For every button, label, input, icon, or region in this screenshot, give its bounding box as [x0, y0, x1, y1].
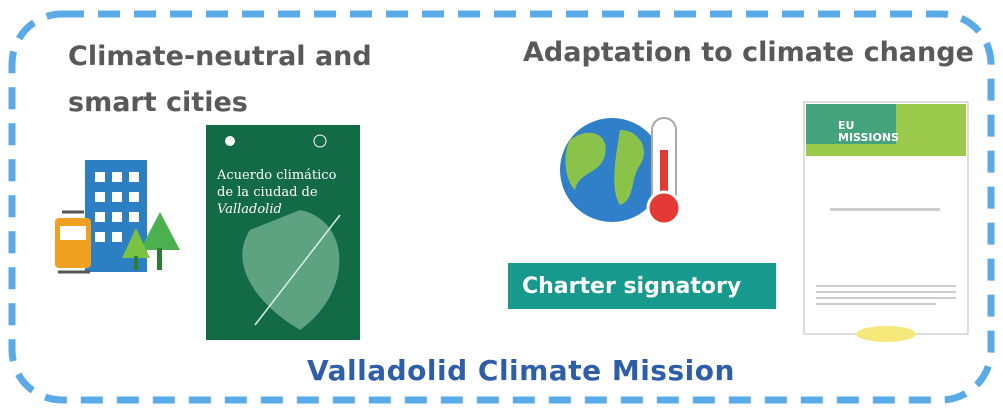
booklet-cover — [206, 125, 360, 340]
page: Climate-neutral and smart cities Adaptat… — [0, 0, 1003, 414]
badge: Charter signatory — [508, 263, 776, 309]
city-icon — [55, 160, 180, 272]
booklet-line: de la ciudad de — [217, 184, 318, 201]
section-title: Climate-neutral and smart cities — [68, 34, 388, 126]
booklet-line: Acuerdo climático — [217, 167, 336, 184]
document-banner: EU MISSIONS — [838, 120, 888, 144]
climate-icon — [560, 118, 680, 224]
footer-title: Valladolid Climate Mission — [307, 354, 735, 387]
booklet-line: Valladolid — [217, 201, 282, 218]
section-title: Adaptation to climate change — [523, 30, 974, 76]
